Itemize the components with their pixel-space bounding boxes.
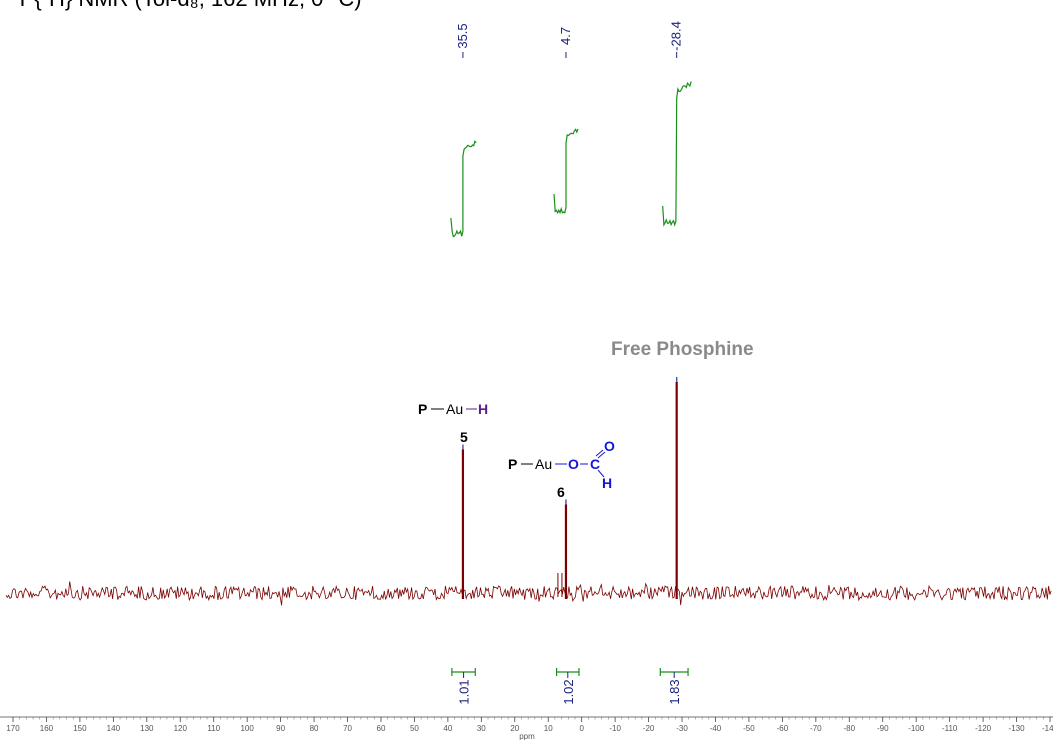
compound-6-structure: P Au O C O H 6 — [508, 438, 615, 500]
compound-6-bond-co — [595, 449, 604, 457]
compound-6-bond-ch — [597, 469, 605, 478]
x-axis-tick-label: 50 — [410, 724, 419, 733]
compound-5-h: H — [478, 401, 488, 417]
x-axis-tick-label: -30 — [676, 724, 688, 733]
compound-5-p: P — [418, 401, 427, 417]
x-axis-tick-label: 120 — [174, 724, 188, 733]
x-axis-tick-label: 0 — [579, 724, 584, 733]
x-axis-tick-label: -110 — [942, 724, 958, 733]
free-phosphine-label: Free Phosphine — [611, 339, 754, 360]
compound-6-bond-co2 — [597, 451, 606, 459]
x-axis-tick-label: 60 — [377, 724, 386, 733]
x-axis-tick-label: 150 — [73, 724, 87, 733]
chart-title: ³¹P{¹H} NMR (Tol-d₈, 162 MHz, 0 °C) — [5, 0, 362, 11]
x-axis-tick-label: -120 — [975, 724, 992, 733]
x-axis-tick-label: -10 — [609, 724, 621, 733]
compound-6-h: H — [602, 475, 612, 491]
x-axis-tick-label: 10 — [544, 724, 553, 733]
x-axis-tick-label: 70 — [343, 724, 352, 733]
x-axis-tick-label: 160 — [40, 724, 54, 733]
integral-bars: 1.01 1.02 1.83 — [451, 668, 689, 705]
compound-5-number: 5 — [460, 429, 468, 445]
x-axis-tick-label: 90 — [276, 724, 285, 733]
x-axis-tick-label: 170 — [6, 724, 20, 733]
x-axis-tick-label: -100 — [908, 724, 925, 733]
x-axis-tick-label: 80 — [310, 724, 319, 733]
x-axis-tick-label: 140 — [107, 724, 121, 733]
peak-shift-label: 35.5 — [455, 23, 470, 48]
integral-value-label: 1.83 — [667, 679, 682, 704]
integral-traces — [450, 81, 692, 238]
spectrum-trace — [5, 377, 1052, 606]
x-axis-tick-label: 20 — [510, 724, 519, 733]
compound-6-o2: O — [604, 438, 615, 454]
x-axis-label: ppm — [519, 732, 535, 740]
x-axis: 170 160 150 140 130 120 110 100 90 80 70 60 50 40 30 20… — [0, 716, 1053, 733]
x-axis-tick-label: -80 — [844, 724, 856, 733]
x-axis-tick-label: -140 — [1042, 724, 1053, 733]
compound-6-au: Au — [535, 456, 552, 472]
spectrum-baseline-noise — [5, 581, 1052, 606]
integral-step-curve — [662, 81, 692, 227]
compound-5-au: Au — [446, 401, 463, 417]
compound-5-structure: P Au H 5 — [418, 401, 488, 445]
compound-6-number: 6 — [557, 484, 565, 500]
compound-6-c: C — [590, 456, 600, 472]
x-axis-tick-label: -90 — [877, 724, 889, 733]
compound-6-p: P — [508, 456, 517, 472]
peak-shift-label: 4.7 — [558, 27, 573, 45]
x-axis-tick-label: 100 — [240, 724, 254, 733]
x-axis-tick-label: -20 — [643, 724, 655, 733]
integral-step-curve — [553, 128, 579, 215]
x-axis-tick-label: -40 — [710, 724, 722, 733]
x-axis-tick-label: 130 — [140, 724, 154, 733]
x-axis-tick-label: -70 — [810, 724, 822, 733]
integral-value-label: 1.01 — [457, 679, 472, 704]
peak-labels: 35.5 4.7 -28.4 — [455, 21, 684, 58]
peak-shift-label: -28.4 — [669, 21, 684, 51]
x-axis-tick-label: -130 — [1009, 724, 1026, 733]
x-axis-tick-label: -60 — [777, 724, 789, 733]
x-axis-tick-label: -50 — [743, 724, 755, 733]
compound-6-o: O — [568, 456, 579, 472]
x-axis-tick-label: 110 — [207, 724, 220, 733]
x-axis-tick-label: 30 — [477, 724, 486, 733]
integral-value-label: 1.02 — [561, 679, 576, 704]
x-axis-tick-label: 40 — [443, 724, 452, 733]
integral-step-curve — [450, 139, 477, 238]
